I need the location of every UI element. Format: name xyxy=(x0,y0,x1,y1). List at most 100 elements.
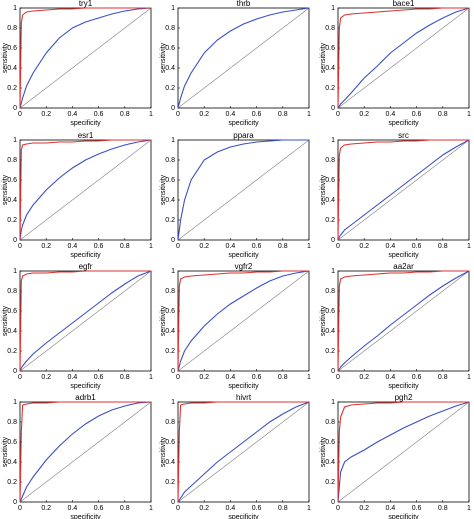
x-tick-label: 0.4 xyxy=(68,505,78,512)
x-axis-label: specificity xyxy=(388,252,419,259)
y-tick-label: 0.2 xyxy=(7,348,17,355)
y-tick-label: 0 xyxy=(331,499,335,506)
y-tick-label: 0.2 xyxy=(325,85,335,92)
y-tick-label: 0.8 xyxy=(325,288,335,295)
x-tick-label: 0.2 xyxy=(199,374,209,381)
y-tick-label: 0.8 xyxy=(165,419,175,426)
y-tick-label: 0.4 xyxy=(7,65,17,72)
x-tick-label: 0 xyxy=(176,374,180,381)
y-axis-label: sensitivity xyxy=(160,305,167,336)
y-tick-label: 0 xyxy=(331,368,335,375)
x-tick-label: 0.6 xyxy=(412,374,422,381)
y-tick-label: 0.6 xyxy=(7,177,17,184)
x-tick-label: 0.8 xyxy=(120,374,130,381)
roc-line xyxy=(177,270,310,372)
y-axis-label: sensitivity xyxy=(2,42,9,73)
y-tick-label: 0.6 xyxy=(325,45,335,52)
x-tick-label: 0.2 xyxy=(359,374,369,381)
y-tick-label: 0 xyxy=(331,105,335,112)
roc-line xyxy=(337,270,469,372)
chart-title: vgfr2 xyxy=(235,262,253,271)
x-tick-label: 0.8 xyxy=(278,505,288,512)
x-tick-label: 0.2 xyxy=(41,374,51,381)
x-tick-label: 0.6 xyxy=(94,111,104,118)
y-tick-label: 0.2 xyxy=(325,217,335,224)
chart-title: try1 xyxy=(79,0,93,8)
roc-line xyxy=(337,401,469,503)
y-tick-label: 0.8 xyxy=(325,419,335,426)
x-tick-label: 0.8 xyxy=(120,243,130,250)
y-tick-label: 1 xyxy=(331,137,335,144)
y-axis-label: sensitivity xyxy=(320,42,327,73)
roc-line xyxy=(19,401,152,503)
x-tick-label: 0.8 xyxy=(278,243,288,250)
roc-line xyxy=(337,270,470,372)
y-tick-label: 0.6 xyxy=(325,439,335,446)
y-tick-label: 0.6 xyxy=(7,45,17,52)
x-tick-label: 0 xyxy=(336,111,340,118)
chart-title: thrb xyxy=(237,0,251,8)
roc-line xyxy=(19,270,151,372)
roc-line xyxy=(19,7,151,109)
roc-line xyxy=(19,139,152,241)
y-tick-label: 0.6 xyxy=(7,308,17,315)
x-tick-label: 0.2 xyxy=(199,111,209,118)
x-tick-label: 0.4 xyxy=(386,505,396,512)
y-tick-label: 0.8 xyxy=(7,419,17,426)
x-tick-label: 0 xyxy=(18,374,22,381)
y-tick-label: 0.6 xyxy=(165,177,175,184)
y-tick-label: 0.6 xyxy=(325,177,335,184)
y-tick-label: 0 xyxy=(331,237,335,244)
x-tick-label: 0.6 xyxy=(94,374,104,381)
roc-line xyxy=(19,401,151,503)
roc-line xyxy=(337,139,470,241)
chart-title: bace1 xyxy=(393,0,415,8)
y-tick-label: 0.8 xyxy=(7,288,17,295)
y-tick-label: 0.2 xyxy=(165,85,175,92)
roc-line xyxy=(177,401,310,503)
roc-line xyxy=(177,7,310,109)
roc-line xyxy=(337,401,470,503)
y-tick-label: 0.4 xyxy=(165,197,175,204)
roc-line xyxy=(177,401,310,503)
y-tick-label: 0.8 xyxy=(7,25,17,32)
chart-title: adrb1 xyxy=(75,393,96,402)
x-tick-label: 0 xyxy=(18,111,22,118)
y-tick-label: 0 xyxy=(13,499,17,506)
x-tick-label: 1 xyxy=(149,111,153,118)
y-tick-label: 0.8 xyxy=(7,157,17,164)
x-tick-label: 1 xyxy=(307,505,311,512)
y-tick-label: 0.2 xyxy=(325,348,335,355)
roc-line xyxy=(19,7,152,109)
roc-line xyxy=(19,139,151,241)
x-axis-label: specificity xyxy=(70,383,101,390)
y-tick-label: 1 xyxy=(13,5,17,12)
x-tick-label: 0.6 xyxy=(252,243,262,250)
x-tick-label: 0.2 xyxy=(199,243,209,250)
x-axis-label: specificity xyxy=(228,514,259,519)
y-tick-label: 0.4 xyxy=(7,197,17,204)
roc-line xyxy=(337,270,470,372)
roc-line xyxy=(177,270,310,372)
x-tick-label: 1 xyxy=(467,111,471,118)
x-tick-label: 1 xyxy=(307,111,311,118)
y-tick-label: 1 xyxy=(13,268,17,275)
y-axis-label: sensitivity xyxy=(2,174,9,205)
y-tick-label: 0.4 xyxy=(7,459,17,466)
chart-title: ppara xyxy=(233,131,254,140)
roc-line xyxy=(337,7,469,109)
x-tick-label: 0.4 xyxy=(226,374,236,381)
x-tick-label: 0.8 xyxy=(278,111,288,118)
x-tick-label: 1 xyxy=(467,243,471,250)
y-tick-label: 0.2 xyxy=(7,217,17,224)
x-tick-label: 0.2 xyxy=(41,243,51,250)
x-tick-label: 0.8 xyxy=(120,505,130,512)
x-tick-label: 0.4 xyxy=(226,505,236,512)
x-tick-label: 0.6 xyxy=(94,243,104,250)
x-tick-label: 0.6 xyxy=(252,374,262,381)
y-tick-label: 0 xyxy=(13,105,17,112)
y-axis-label: sensitivity xyxy=(160,42,167,73)
y-tick-label: 1 xyxy=(171,137,175,144)
x-tick-label: 0 xyxy=(336,374,340,381)
